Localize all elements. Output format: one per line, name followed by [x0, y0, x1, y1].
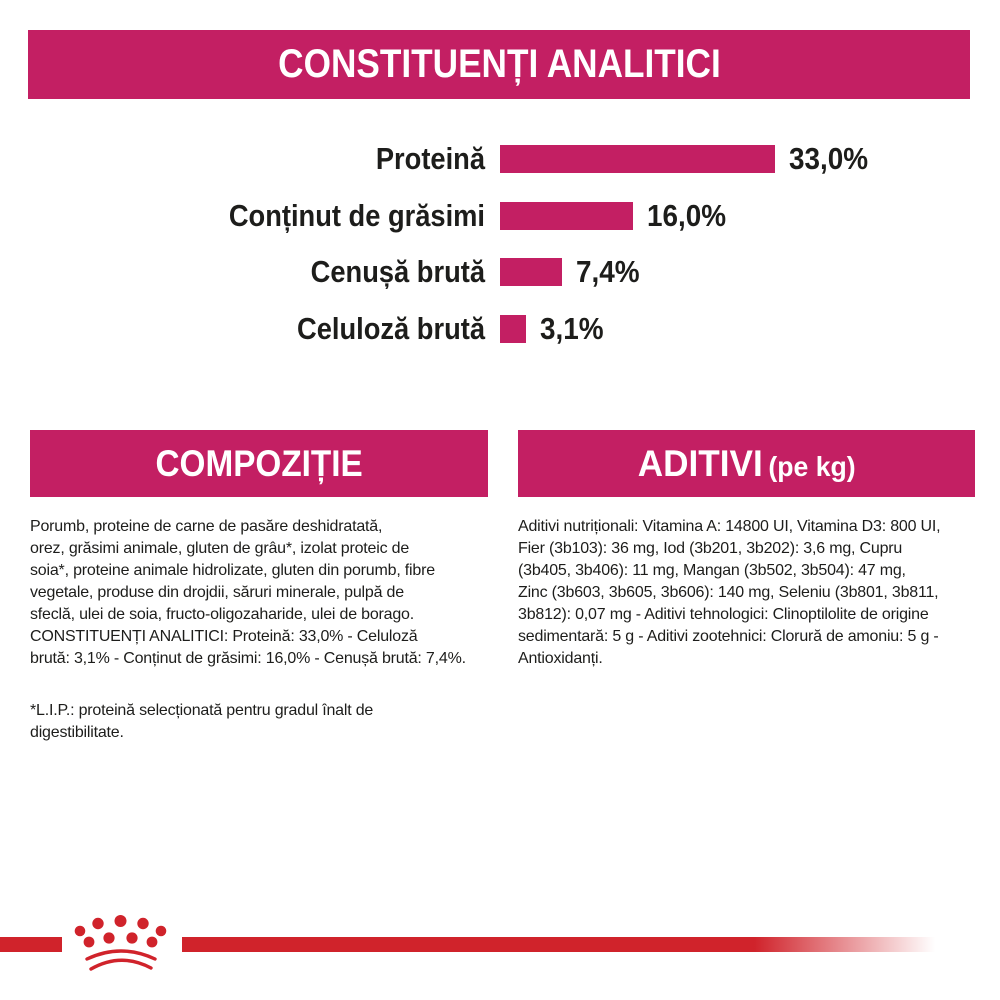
chart-row-fat: Conținut de grăsimi 16,0%	[0, 198, 735, 233]
bar-fat	[500, 202, 634, 230]
chart-row-ash: Cenușă brută 7,4%	[0, 254, 646, 289]
chart-value: 7,4%	[575, 254, 640, 289]
composition-title: COMPOZIȚIE	[155, 442, 363, 484]
royal-canin-crown-icon	[74, 915, 167, 971]
chart-label: Proteină	[375, 141, 485, 176]
bar-fibre	[500, 315, 526, 343]
composition-body: Porumb, proteine de carne de pasăre desh…	[30, 518, 466, 667]
chart-row-fibre: Celuloză brută 3,1%	[0, 311, 610, 346]
bar-ash	[500, 258, 562, 286]
composition-footnote: *L.I.P.: proteină selecționată pentru gr…	[30, 702, 374, 741]
footer-bar-right	[182, 937, 935, 952]
composition-header: COMPOZIȚIE	[30, 430, 488, 497]
additives-body: Aditivi nutriționali: Vitamina A: 14800 …	[518, 518, 941, 667]
chart-value: 33,0%	[789, 141, 869, 176]
bar-protein	[500, 145, 775, 173]
analytic-constituents-banner: CONSTITUENȚI ANALITICI	[28, 30, 970, 99]
additives-header: ADITIVI (pe kg)	[518, 430, 975, 497]
chart-label: Conținut de grăsimi	[228, 198, 485, 233]
chart-label: Cenușă brută	[310, 254, 485, 289]
chart-value: 16,0%	[647, 198, 727, 233]
chart-value: 3,1%	[539, 311, 604, 346]
banner-title: CONSTITUENȚI ANALITICI	[277, 42, 721, 86]
additives-title: ADITIVI	[637, 442, 763, 484]
additives-title-suffix: (pe kg)	[768, 450, 856, 482]
chart-label: Celuloză brută	[297, 311, 485, 346]
footer-bar-left	[0, 937, 62, 952]
chart-row-protein: Proteină 33,0%	[0, 141, 877, 176]
